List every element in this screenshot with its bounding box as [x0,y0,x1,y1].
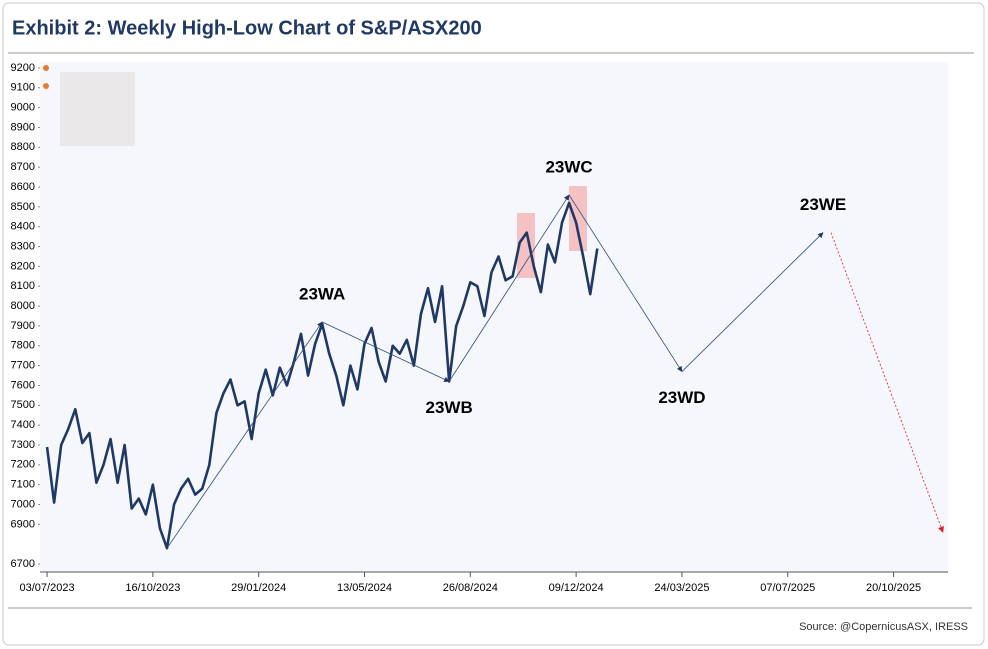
x-tick-label: 13/05/2024 [337,582,392,594]
y-tick-label: 7900 [11,320,35,332]
y-tick-label: 8800 [11,141,35,153]
x-tick-label: 20/10/2025 [866,582,921,594]
wave-segment [166,321,323,549]
y-tick-label: 7400 [11,419,35,431]
highlight [517,213,535,278]
y-tick-label: 7700 [11,360,35,372]
y-tick-label: 7200 [11,459,35,471]
y-tick-label: 7300 [11,439,35,451]
dot [43,83,49,89]
wave-label: 23WC [545,157,592,176]
wave-label: 23WB [426,398,473,417]
y-tick-label: 7100 [11,479,35,491]
projection [830,232,944,533]
plot-area [40,62,948,572]
dot [43,65,49,71]
wave-segment [681,232,824,372]
wave-label: 23WE [800,195,846,214]
y-tick-label: 7000 [11,498,35,510]
y-tick-label: 9200 [11,62,35,74]
wave-label: 23WA [299,284,345,303]
y-tick-label: 8200 [11,260,35,272]
y-tick-label: 8700 [11,161,35,173]
y-tick-label: 8000 [11,300,35,312]
y-tick-label: 8300 [11,240,35,252]
x-tick-label: 16/10/2023 [125,582,180,594]
y-tick-label: 6700 [11,558,35,570]
y-tick-label: 7800 [11,340,35,352]
x-tick-label: 07/07/2025 [760,582,815,594]
x-tick-label: 24/03/2025 [654,582,709,594]
wave-label: 23WD [658,388,705,407]
y-tick-label: 8900 [11,121,35,133]
logo [60,72,135,146]
y-tick-label: 9000 [11,102,35,114]
x-tick-label: 29/01/2024 [231,582,286,594]
x-tick-label: 09/12/2024 [549,582,604,594]
wave-segment [448,194,570,382]
x-tick-label: 26/08/2024 [443,582,498,594]
wave-segment [568,194,683,373]
y-tick-label: 7600 [11,379,35,391]
y-tick-label: 8100 [11,280,35,292]
y-tick-label: 9100 [11,82,35,94]
source: Source: @CopernicusASX, IRESS [799,621,968,633]
wave-segment [322,321,450,382]
y-tick-label: 8600 [11,181,35,193]
y-tick-label: 8500 [11,201,35,213]
y-tick-label: 8400 [11,221,35,233]
chart-title: Exhibit 2: Weekly High-Low Chart of S&P/… [12,17,482,39]
x-tick-label: 03/07/2023 [20,582,75,594]
y-tick-label: 7500 [11,399,35,411]
y-tick-label: 6900 [11,518,35,530]
